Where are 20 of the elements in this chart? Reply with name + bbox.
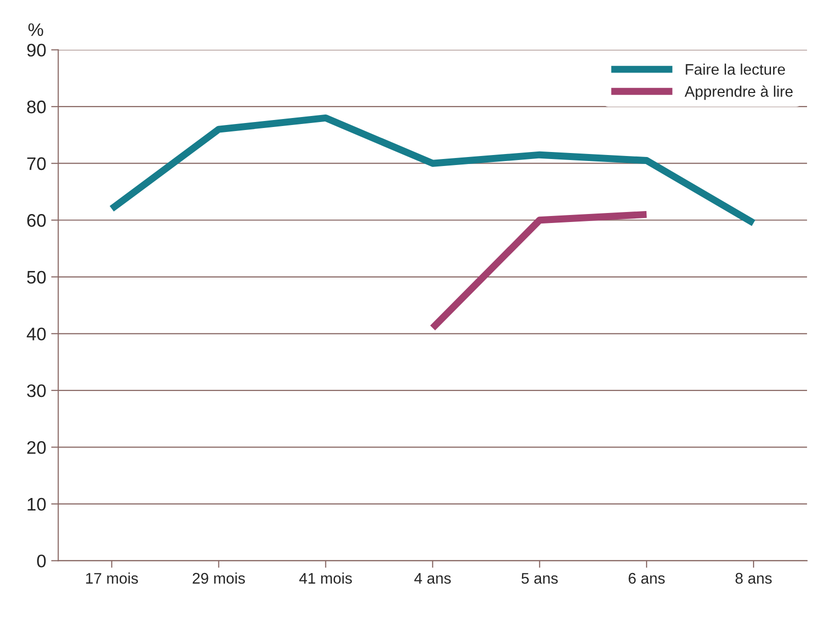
y-tick-label: 50: [27, 270, 46, 284]
x-tick-label: 4 ans: [414, 573, 451, 584]
x-tick-label: 8 ans: [736, 572, 772, 584]
y-tick-label: 60: [27, 214, 46, 227]
x-tick-label: 5 ans: [522, 573, 558, 584]
x-tick-label: 41 mois: [299, 572, 352, 584]
y-tick-label: 40: [26, 328, 46, 340]
legend-label: Apprendre à lire: [684, 85, 793, 100]
y-tick-label: 20: [27, 441, 46, 454]
y-tick-label: 80: [27, 100, 46, 114]
y-tick-label: 30: [27, 384, 46, 398]
y-tick-label: 90: [27, 44, 46, 57]
y-tick-label: 10: [28, 498, 46, 511]
y-axis-title: %: [28, 23, 44, 36]
x-tick-label: 29 mois: [192, 572, 245, 584]
y-tick-label: 0: [37, 554, 46, 568]
legend-label: Faire la lecture: [686, 64, 785, 75]
y-tick-label: 70: [27, 157, 46, 170]
x-tick-label: 6 ans: [628, 572, 665, 584]
x-tick-label: 17 mois: [86, 572, 138, 584]
